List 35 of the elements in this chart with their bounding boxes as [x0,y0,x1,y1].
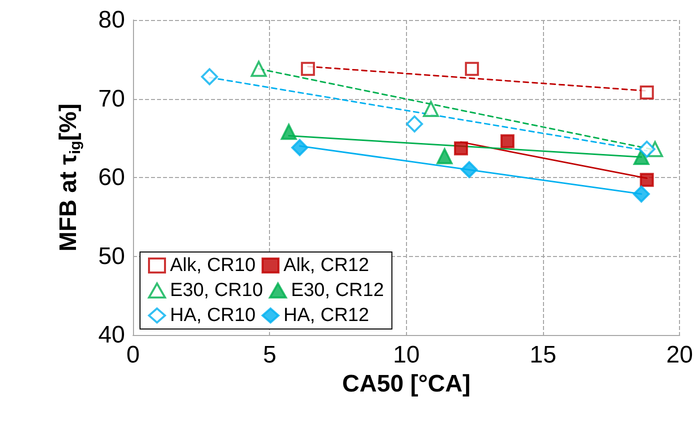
point [454,141,468,156]
y-tick-label: 70 [98,85,125,112]
point [464,62,479,76]
point [460,161,478,178]
legend-label: E30, CR12 [290,280,384,301]
legend-label: HA, CR12 [284,305,370,326]
point [280,124,297,140]
x-tick-label: 20 [666,342,694,368]
point [406,115,424,132]
point [291,139,308,156]
point [632,186,650,203]
x-tick-label: 0 [126,342,140,368]
legend-label: E30, CR10 [170,280,263,301]
y-tick-label: 40 [98,322,125,348]
y-tick-label: 60 [98,164,125,191]
point [638,140,656,158]
point [640,85,654,100]
x-tick-label: 10 [392,342,420,368]
x-tick-label: 15 [530,342,556,368]
point [633,149,650,166]
point [422,100,439,117]
point [250,60,267,77]
y-tick-label: 50 [98,242,125,270]
x-tick-label: 5 [262,342,276,368]
legend-label: Alk, CR12 [284,255,370,276]
point [640,172,654,187]
point [201,68,218,86]
y-tick-label: 80 [98,6,125,34]
point [500,134,514,148]
point [300,62,315,76]
point [436,148,453,164]
legend-label: Alk, CR10 [170,255,256,276]
x-axis-title: CA50 [°CA] [342,370,470,398]
legend-label: HA, CR10 [170,305,256,326]
y-axis-title: MFB at τig[%] [55,103,84,252]
